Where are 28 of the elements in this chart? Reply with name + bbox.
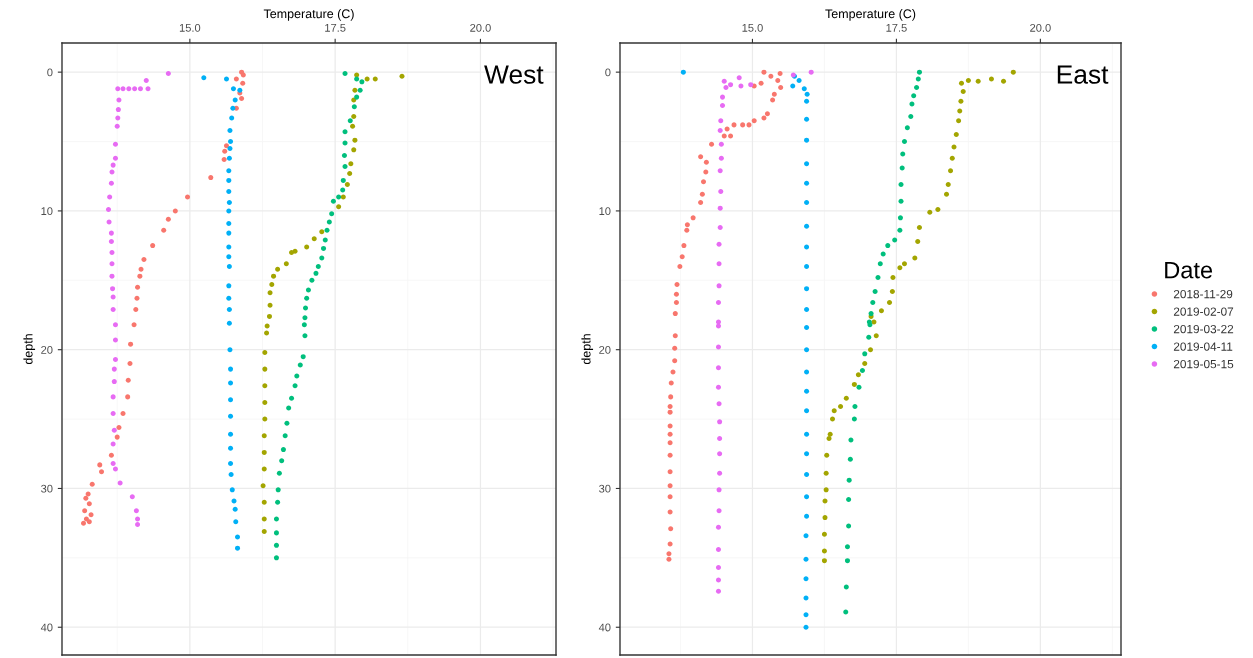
- x-axis-title: Temperature (C): [263, 9, 354, 21]
- y-tick-label: 30: [41, 484, 53, 493]
- x-tick-label: 20.0: [470, 23, 491, 32]
- legend-label: 2019-04-11: [1173, 342, 1233, 351]
- y-tick-label: 30: [599, 484, 611, 493]
- legend-label: 2019-02-07: [1173, 307, 1234, 316]
- y-axis-title: depth: [581, 334, 594, 365]
- text: East: [1057, 65, 1109, 84]
- y-tick-label: 10: [41, 207, 53, 216]
- legend-label: 2019-05-15: [1173, 359, 1234, 369]
- y-tick-label: 10: [599, 207, 611, 216]
- x-tick-label: 15.0: [742, 23, 763, 32]
- y-tick-label: 40: [40, 623, 53, 632]
- x-tick-label: 17.5: [886, 24, 907, 32]
- legend-title: Date: [1165, 261, 1213, 279]
- y-tick-label: 0: [605, 68, 611, 77]
- y-tick-label: 0: [47, 68, 53, 77]
- x-tick-label: 15.0: [179, 23, 201, 32]
- y-tick-label: 20: [41, 345, 53, 354]
- legend-label: 2018-11-29: [1173, 289, 1233, 299]
- text: West: [484, 65, 544, 84]
- x-tick-label: 20.0: [1030, 23, 1051, 32]
- y-tick-label: 20: [599, 345, 611, 354]
- x-axis-title: Temperature (C): [825, 9, 916, 21]
- x-tick-label: 17.5: [325, 24, 346, 32]
- legend-label: 2019-03-22: [1173, 324, 1234, 334]
- y-tick-label: 40: [598, 623, 611, 632]
- y-axis-title: depth: [23, 334, 36, 365]
